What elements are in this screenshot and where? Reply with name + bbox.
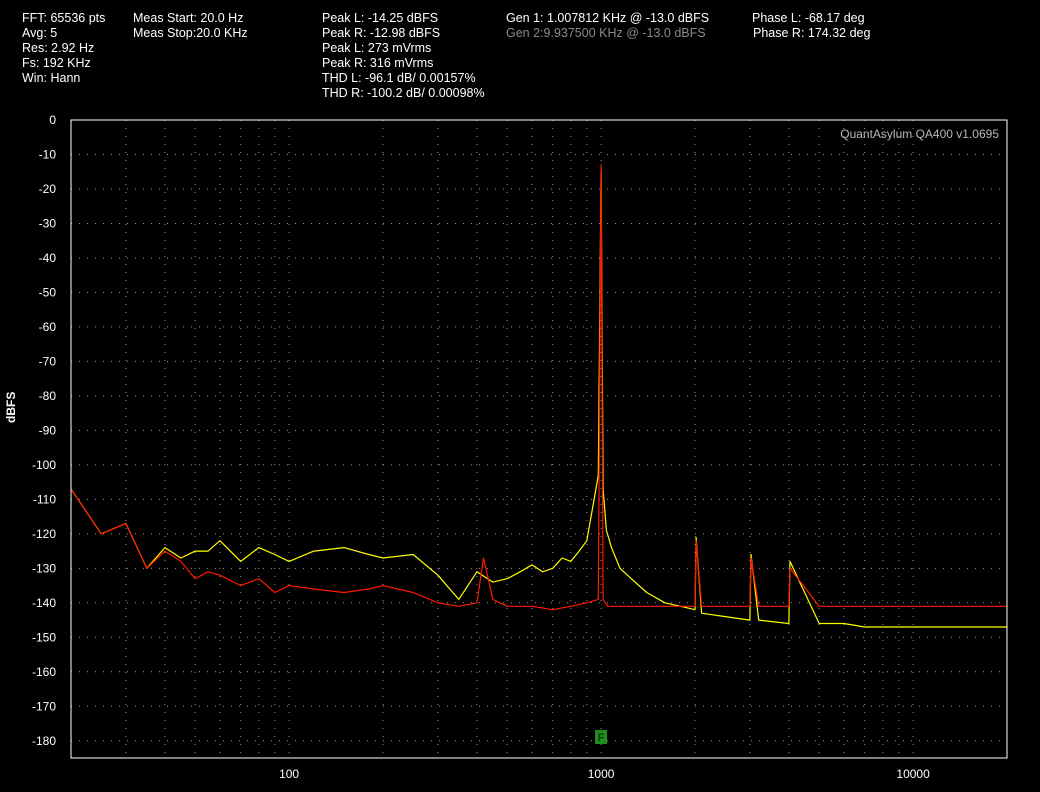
watermark: QuantAsylum QA400 v1.0695 xyxy=(840,127,999,141)
y-tick-label: -40 xyxy=(39,251,57,265)
y-tick-label: -80 xyxy=(39,389,57,403)
y-tick-label: -30 xyxy=(39,216,57,230)
x-tick-labels: 100 1000 10000 xyxy=(279,767,930,781)
stat-peak-l-vrms: Peak L: 273 mVrms xyxy=(322,41,432,55)
frequency-marker-box xyxy=(595,730,608,744)
stats-column-meas: Meas Start: 20.0 Hz Meas Stop:20.0 KHz xyxy=(133,11,248,41)
stats-column-peak: Peak L: -14.25 dBFS Peak R: -12.98 dBFS … xyxy=(322,11,485,101)
y-tick-label: -20 xyxy=(39,182,57,196)
stat-avg: Avg: 5 xyxy=(22,26,58,40)
stat-peak-r-dbfs: Peak R: -12.98 dBFS xyxy=(322,26,441,40)
y-tick-label: -170 xyxy=(32,699,56,713)
y-tick-label: -60 xyxy=(39,320,57,334)
stat-fft: FFT: 65536 pts xyxy=(22,11,106,25)
stat-meas-start: Meas Start: 20.0 Hz xyxy=(133,11,244,25)
y-tick-label: -120 xyxy=(32,527,56,541)
stat-thd-l: THD L: -96.1 dB/ 0.00157% xyxy=(322,71,476,85)
stat-peak-l-dbfs: Peak L: -14.25 dBFS xyxy=(322,11,439,25)
y-tick-label: -100 xyxy=(32,458,56,472)
stat-fs: Fs: 192 KHz xyxy=(22,56,91,70)
stat-thd-r: THD R: -100.2 dB/ 0.00098% xyxy=(322,86,485,100)
y-tick-label: -180 xyxy=(32,734,56,748)
trace-right-channel xyxy=(70,164,1007,611)
frequency-marker[interactable]: F xyxy=(595,730,608,744)
stat-res: Res: 2.92 Hz xyxy=(22,41,95,55)
y-tick-label: -50 xyxy=(39,285,57,299)
stat-phase-l: Phase L: -68.17 deg xyxy=(752,11,865,25)
stat-peak-r-vrms: Peak R: 316 mVrms xyxy=(322,56,434,70)
y-tick-label: -90 xyxy=(39,423,57,437)
stats-column-fft: FFT: 65536 pts Avg: 5 Res: 2.92 Hz Fs: 1… xyxy=(22,11,105,86)
y-tick-label: -160 xyxy=(32,665,56,679)
x-tick-label: 10000 xyxy=(896,767,930,781)
stat-phase-r: Phase R: 174.32 deg xyxy=(753,26,871,40)
y-tick-label: 0 xyxy=(49,113,56,127)
y-tick-labels: 0 -10 -20 -30 -40 -50 -60 -70 -80 -90 -100 -110 -120… xyxy=(32,113,56,748)
y-tick-label: -110 xyxy=(33,492,56,506)
y-tick-label: -130 xyxy=(32,561,56,575)
stat-gen1: Gen 1: 1.007812 KHz @ -13.0 dBFS xyxy=(506,11,710,25)
x-tick-label: 1000 xyxy=(588,767,615,781)
plot-frame xyxy=(70,119,1008,759)
stat-gen2: Gen 2:9.937500 KHz @ -13.0 dBFS xyxy=(506,26,706,40)
y-tick-label: -150 xyxy=(32,630,56,644)
y-tick-label: -140 xyxy=(32,596,56,610)
y-tick-label: -70 xyxy=(39,354,57,368)
stat-window: Win: Hann xyxy=(22,71,81,85)
stat-meas-stop: Meas Stop:20.0 KHz xyxy=(133,26,248,40)
traces xyxy=(70,164,1007,628)
frequency-marker-label: F xyxy=(598,732,605,744)
x-tick-label: 100 xyxy=(279,767,299,781)
grid-lines xyxy=(71,120,1007,758)
y-tick-label: -10 xyxy=(39,147,57,161)
trace-left-channel xyxy=(70,168,1007,628)
